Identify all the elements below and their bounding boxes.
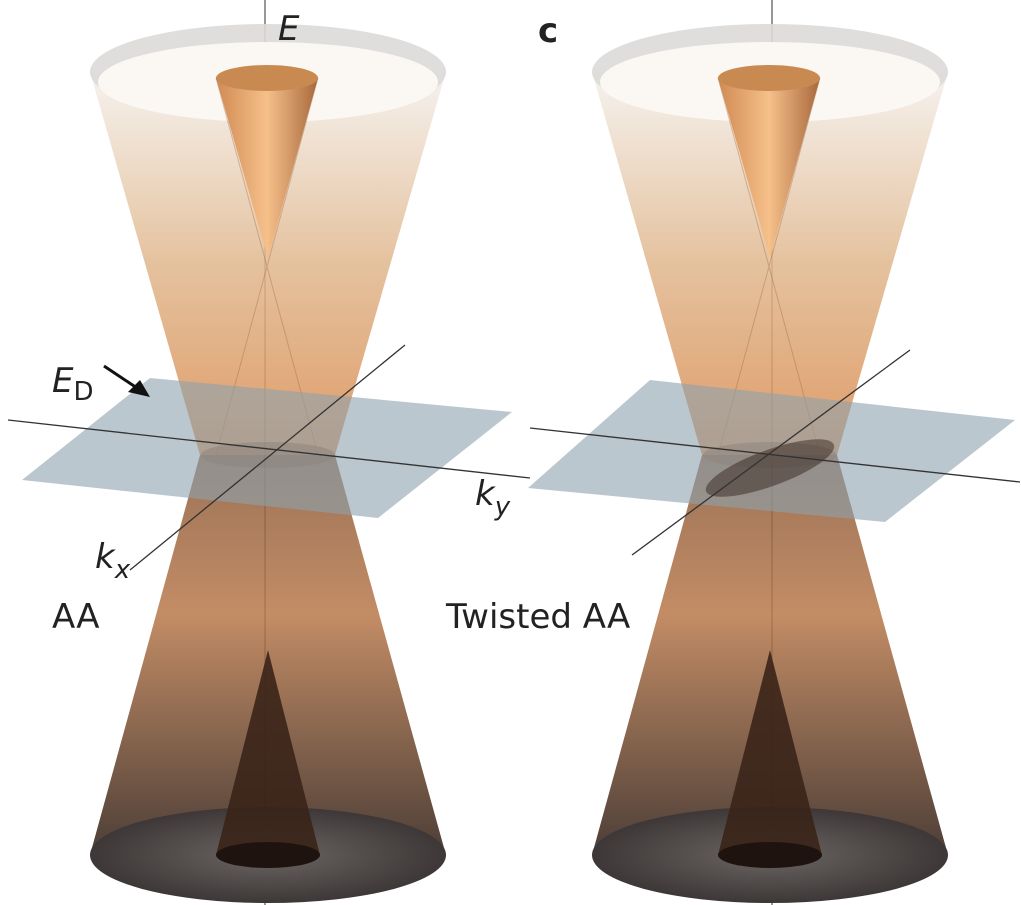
panel-twisted-aa: c Twisted AA	[445, 0, 1020, 905]
label: k	[95, 537, 116, 577]
energy-axis-label: E	[278, 9, 300, 49]
label: E	[52, 361, 74, 401]
ky-axis-label: ky	[475, 474, 511, 522]
subscript: D	[73, 377, 93, 407]
panel-aa: E ED ky kx AA	[8, 0, 530, 905]
kx-axis-label: kx	[95, 537, 131, 585]
dirac-energy-label: ED	[52, 361, 94, 407]
panel-name: AA	[52, 597, 99, 637]
panel-letter: c	[538, 11, 558, 51]
panel-name: Twisted AA	[445, 597, 630, 637]
subscript: y	[494, 492, 511, 522]
label: k	[475, 474, 496, 514]
dirac-plane	[22, 378, 512, 518]
figure: E ED ky kx AA c Twisted AA	[0, 0, 1021, 905]
subscript: x	[114, 555, 131, 585]
